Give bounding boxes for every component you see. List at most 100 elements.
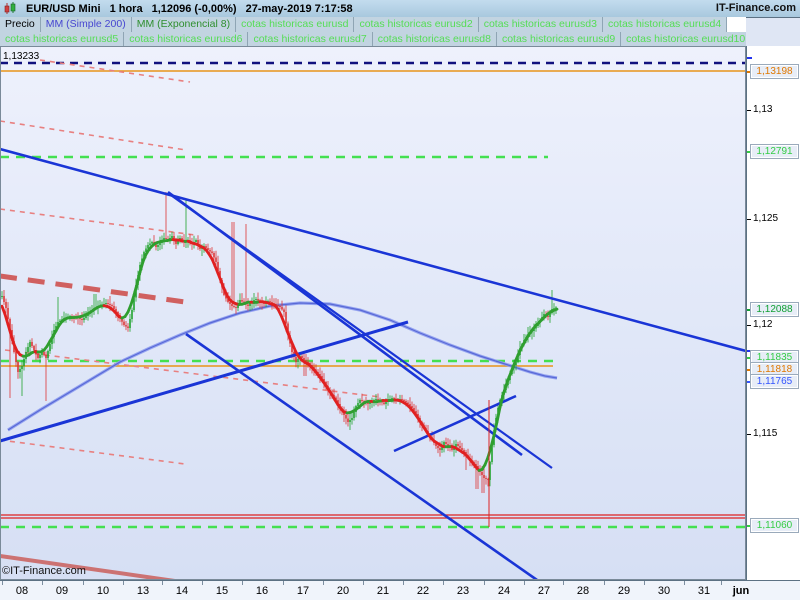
candle-body — [45, 355, 47, 358]
time-tick — [2, 581, 3, 585]
mm8-curve-segment — [282, 321, 289, 333]
legend-item-cotas-eurusd4[interactable]: cotas historicas eurusd4 — [603, 17, 728, 32]
candle-body — [357, 403, 359, 406]
candle-body — [411, 406, 413, 408]
candle-body — [403, 400, 405, 401]
chart-svg: 1,13233 — [0, 46, 746, 580]
legend-item-cotas-eurusd8[interactable]: cotas historicas eurusd8 — [373, 32, 497, 46]
candle-body — [291, 343, 293, 352]
price-axis[interactable]: 1,13 1,125 1,12 1,115 1,13198 1,12791 1,12088 1… — [746, 46, 800, 580]
candle-body — [319, 374, 321, 376]
candle-body — [171, 236, 173, 238]
time-tick — [563, 581, 564, 585]
time-tick-label: 24 — [497, 585, 511, 597]
price-level-badge: 1,11060 — [750, 518, 799, 533]
legend-item-cotas-eurusd7[interactable]: cotas historicas eurusd7 — [248, 32, 373, 46]
candle-body — [457, 444, 459, 446]
time-tick — [721, 581, 722, 585]
time-axis[interactable]: 08 09 10 13 14 15 16 17 20 21 22 23 24 27 28 29 30 31 jun — [0, 580, 800, 600]
candle-body — [295, 357, 297, 362]
trendline — [167, 192, 553, 469]
mm8-curve-segment — [9, 333, 16, 346]
candle-body — [377, 399, 379, 400]
time-tick-label: 28 — [576, 585, 590, 597]
time-tick-label: 13 — [136, 585, 150, 597]
trendline — [0, 147, 746, 353]
legend-item-precio[interactable]: Precio — [0, 17, 41, 32]
candle-body — [127, 326, 129, 328]
candle-body — [247, 304, 249, 306]
candle-body — [163, 238, 165, 241]
candle-body — [441, 446, 443, 450]
candle-body — [225, 295, 227, 299]
candle-body — [229, 302, 231, 304]
legend-item-mm-simple-200[interactable]: MM (Simple 200) — [41, 17, 132, 32]
mm8-curve-segment — [135, 270, 142, 286]
candle-body — [83, 318, 85, 320]
mm8-curve-segment — [0, 304, 7, 316]
candle-body — [451, 448, 453, 450]
dashed-channel-line — [4, 349, 381, 398]
level-price-label: 1,13233 — [3, 51, 40, 62]
candle-body — [385, 402, 387, 404]
time-tick — [83, 581, 84, 585]
time-tick — [162, 581, 163, 585]
legend-item-cotas-eurusd6[interactable]: cotas historicas eurusd6 — [124, 32, 249, 46]
chart-watermark: ©IT-Finance.com — [2, 565, 86, 577]
brand-text: IT-Finance.com — [715, 2, 796, 14]
level-axis-tick — [747, 525, 752, 527]
candle-body — [401, 399, 403, 400]
candle-body — [279, 306, 281, 307]
candle-body — [445, 442, 447, 444]
candle-body — [211, 251, 213, 253]
candle-body — [269, 301, 271, 302]
legend-empty-cell — [727, 17, 746, 32]
candle-body — [409, 404, 411, 406]
thick-dashed-trendline — [0, 273, 186, 305]
price-chart-canvas[interactable]: 1,13233 ©IT-Finance.com — [0, 46, 746, 580]
candle-body — [123, 321, 125, 325]
legend-item-cotas-eurusd[interactable]: cotas historicas eurusd — [236, 17, 355, 32]
legend-item-mm-exponencial-8[interactable]: MM (Exponencial 8) — [132, 17, 237, 32]
mm8-curve-segment — [3, 312, 10, 326]
candle-body — [435, 443, 437, 446]
legend-item-cotas-eurusd9[interactable]: cotas historicas eurusd9 — [497, 32, 622, 46]
candle-body — [111, 305, 113, 306]
quote-datetime: 27-may-2019 7:17:58 — [245, 2, 353, 15]
legend-item-cotas-eurusd10[interactable]: cotas historicas eurusd10 — [621, 32, 746, 46]
price-tick — [747, 110, 751, 111]
legend-item-cotas-eurusd3[interactable]: cotas historicas eurusd3 — [479, 17, 603, 32]
candle-body — [353, 412, 355, 418]
candle-body — [113, 306, 115, 309]
candle-body — [147, 245, 149, 249]
time-tick — [363, 581, 364, 585]
candle-body — [443, 442, 445, 446]
candle-body — [37, 354, 39, 358]
price-level-badge: 1,12791 — [750, 144, 799, 159]
candle-body — [459, 446, 461, 448]
candle-body — [487, 479, 489, 480]
candle-body — [181, 238, 183, 240]
candle-body — [405, 401, 407, 403]
candle-body — [351, 418, 353, 420]
candle-body — [109, 304, 111, 305]
candle-body — [347, 418, 349, 422]
candle-body — [57, 322, 59, 326]
candle-body — [447, 444, 449, 446]
candle-body — [105, 303, 107, 304]
mm8-curve-segment — [504, 375, 511, 387]
time-tick — [202, 581, 203, 585]
candle-body — [129, 319, 131, 328]
candle-body — [79, 318, 81, 319]
legend-item-cotas-eurusd2[interactable]: cotas historicas eurusd2 — [354, 17, 479, 32]
level-axis-tick — [747, 309, 752, 311]
legend-item-cotas-eurusd5[interactable]: cotas historicas eurusd5 — [0, 32, 125, 46]
price-level-badge: 1,12088 — [750, 302, 799, 317]
candle-body — [345, 415, 347, 419]
candle-body — [165, 238, 167, 239]
candle-body — [151, 242, 153, 244]
candle-body — [85, 316, 87, 318]
candle-body — [159, 243, 161, 245]
time-tick — [42, 581, 43, 585]
